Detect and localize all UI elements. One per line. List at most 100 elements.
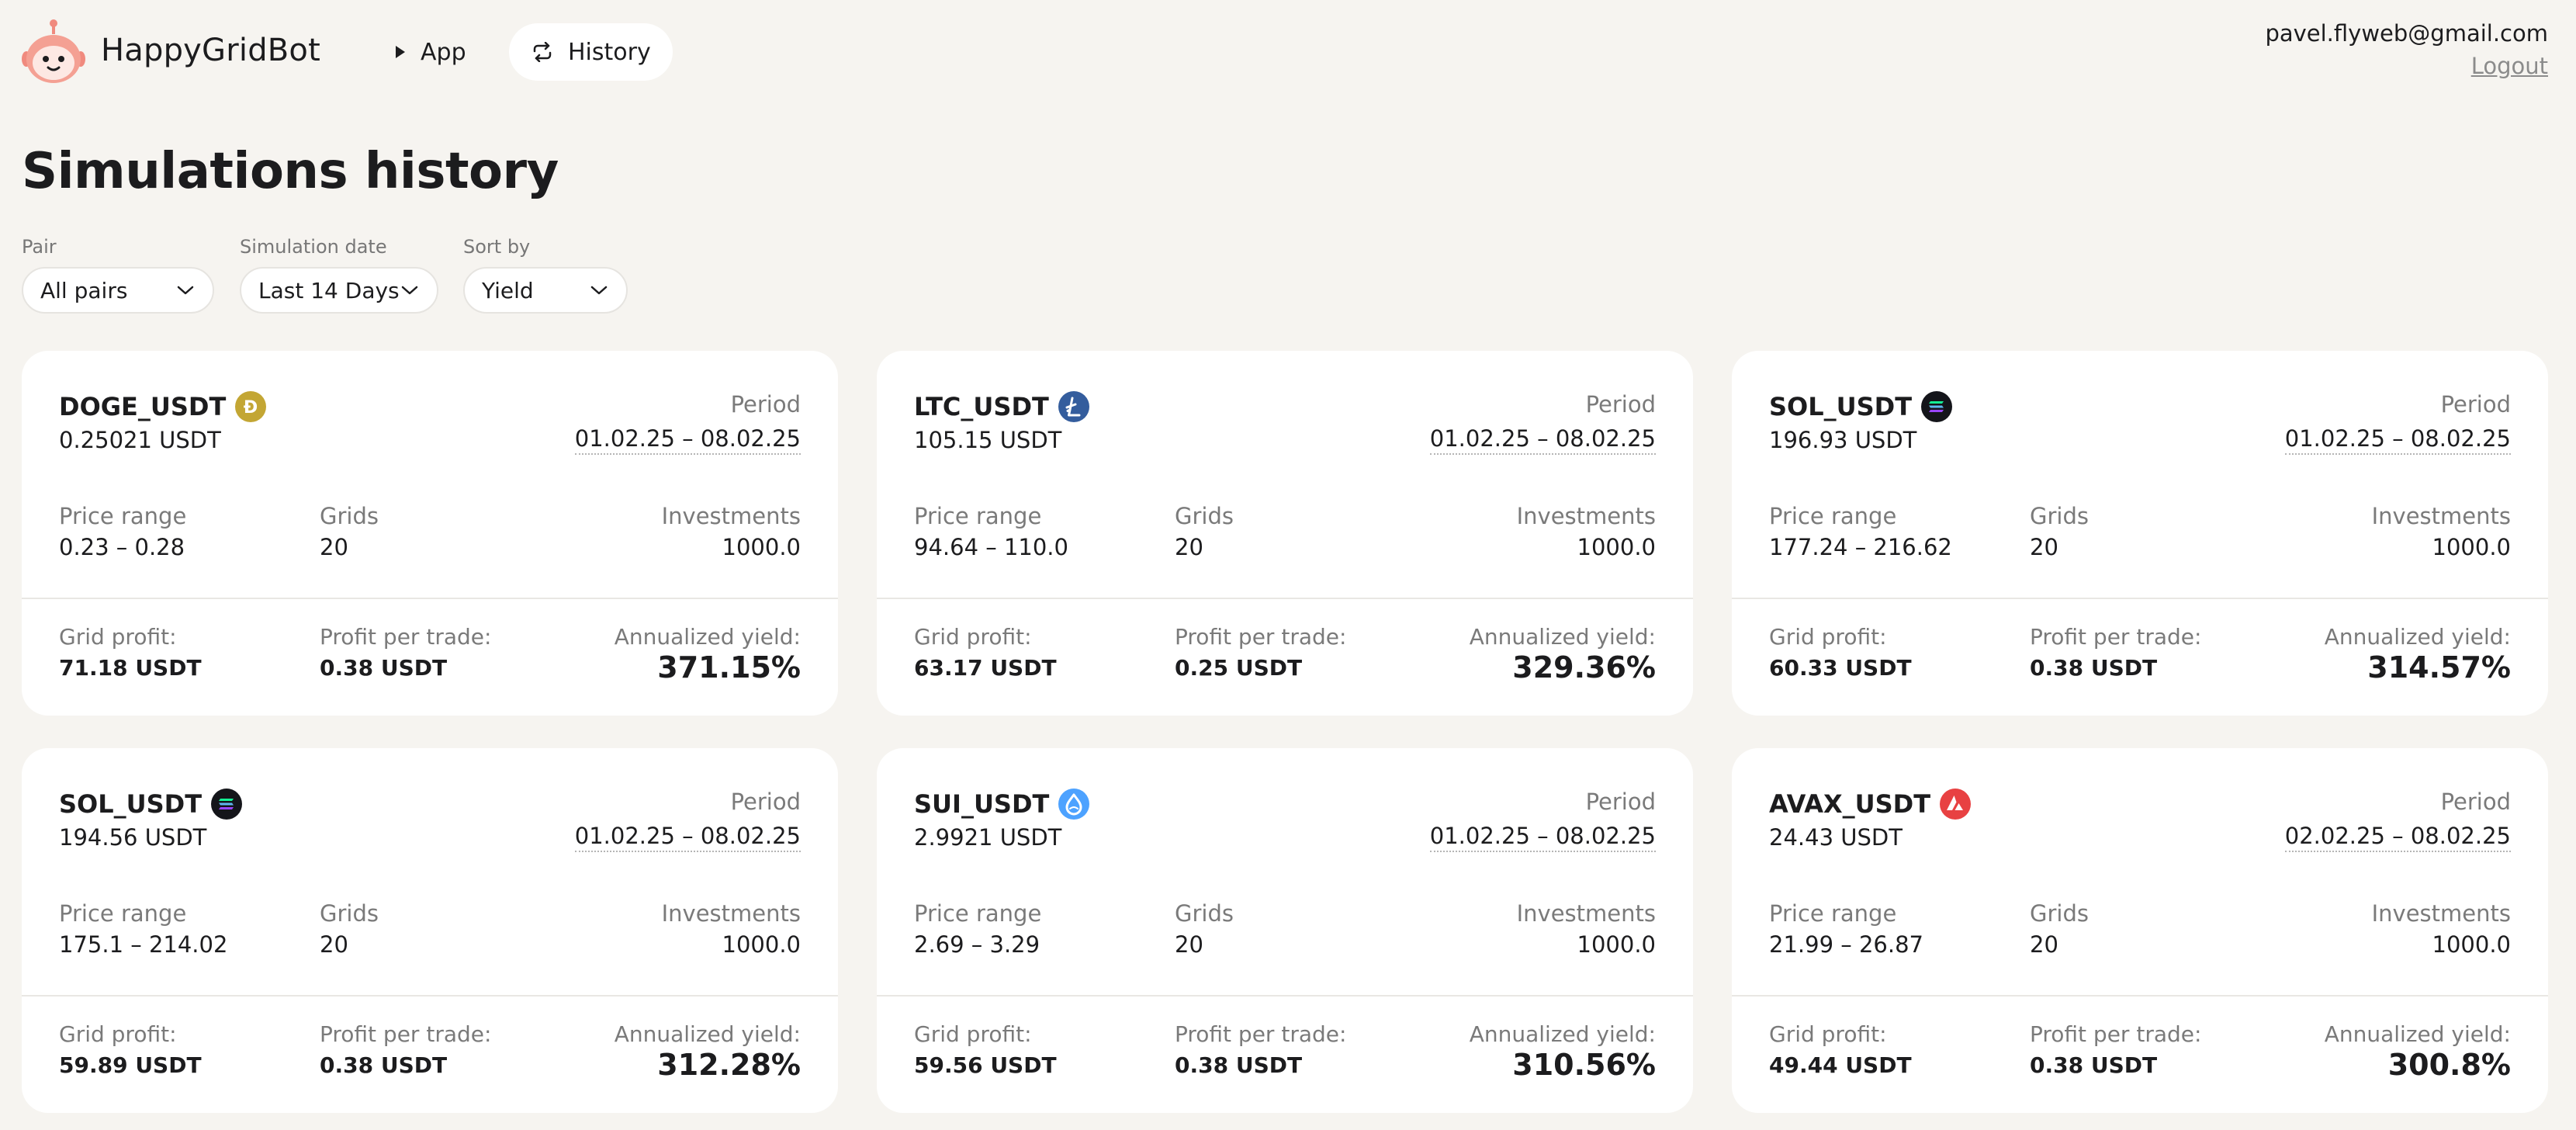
- pair-price: 0.25021 USDT: [59, 427, 221, 453]
- pair-price: 24.43 USDT: [1769, 824, 1903, 851]
- annualized-yield-value: 329.36%: [1512, 650, 1656, 685]
- price-range-value: 0.23 – 0.28: [59, 534, 185, 560]
- simulation-card[interactable]: AVAX_USDT 24.43 USDT Period 02.02.25 – 0…: [1732, 748, 2548, 1113]
- simulation-card[interactable]: SOL_USDT 196.93 USDT Period 01.02.25 – 0…: [1732, 351, 2548, 716]
- grid-profit-value: 71.18 USDT: [59, 655, 202, 681]
- avalanche-icon: [1940, 789, 1972, 820]
- annualized-yield-value: 300.8%: [2387, 1048, 2511, 1082]
- pair-price: 196.93 USDT: [1769, 427, 1917, 453]
- period-value[interactable]: 02.02.25 – 08.02.25: [2284, 823, 2511, 852]
- pair-name: SUI_USDT: [914, 789, 1050, 819]
- robot-logo-icon[interactable]: [20, 19, 87, 85]
- pair-price: 194.56 USDT: [59, 824, 207, 851]
- grid-profit-label: Grid profit:: [1769, 1021, 1887, 1047]
- pair-price: 105.15 USDT: [914, 427, 1062, 453]
- period-label: Period: [2440, 391, 2511, 418]
- sort-filter: Sort by Yield: [463, 236, 628, 314]
- grid-profit-value: 63.17 USDT: [914, 655, 1057, 681]
- pair-name: SOL_USDT: [1769, 392, 1913, 421]
- investments-value: 1000.0: [1577, 931, 1656, 958]
- price-range-label: Price range: [59, 900, 187, 927]
- annualized-yield-value: 310.56%: [1512, 1048, 1656, 1082]
- annualized-yield-label: Annualized yield:: [614, 1021, 801, 1047]
- pair-row: SOL_USDT: [1769, 391, 1953, 422]
- solana-icon: [211, 789, 243, 820]
- grids-value: 20: [1175, 534, 1203, 560]
- grid-profit-value: 59.89 USDT: [59, 1052, 202, 1078]
- simulation-card[interactable]: SUI_USDT 2.9921 USDT Period 01.02.25 – 0…: [877, 748, 1693, 1113]
- doge-icon: Ð: [235, 391, 267, 422]
- profit-per-trade-value: 0.25 USDT: [1175, 655, 1303, 681]
- annualized-yield-label: Annualized yield:: [1469, 624, 1656, 650]
- period-value[interactable]: 01.02.25 – 08.02.25: [1429, 823, 1656, 852]
- profit-per-trade-value: 0.38 USDT: [320, 655, 448, 681]
- profit-per-trade-label: Profit per trade:: [1175, 624, 1347, 650]
- litecoin-icon: [1058, 391, 1089, 422]
- profit-per-trade-label: Profit per trade:: [2030, 624, 2202, 650]
- grids-label: Grids: [2030, 900, 2089, 927]
- pair-name: DOGE_USDT: [59, 392, 227, 421]
- sui-icon: [1058, 789, 1090, 820]
- investments-label: Investments: [1516, 900, 1656, 927]
- simulation-card[interactable]: LTC_USDT 105.15 USDT Period 01.02.25 – 0…: [877, 351, 1693, 716]
- period-label: Period: [730, 391, 801, 418]
- pair-name: AVAX_USDT: [1769, 789, 1931, 819]
- period-value[interactable]: 01.02.25 – 08.02.25: [2284, 425, 2511, 455]
- nav-history-button[interactable]: History: [509, 23, 673, 81]
- pair-select[interactable]: All pairs: [22, 267, 214, 314]
- profit-per-trade-label: Profit per trade:: [320, 1021, 492, 1047]
- period-label: Period: [1585, 789, 1656, 815]
- pair-row: LTC_USDT: [914, 391, 1089, 422]
- investments-label: Investments: [1516, 503, 1656, 529]
- grid-profit-value: 60.33 USDT: [1769, 655, 1912, 681]
- play-icon: [396, 46, 405, 58]
- user-email: pavel.flyweb@gmail.com: [2265, 20, 2548, 47]
- pair-row: DOGE_USDT Ð: [59, 391, 267, 422]
- grid-profit-label: Grid profit:: [1769, 624, 1887, 650]
- pair-row: SUI_USDT: [914, 789, 1090, 820]
- grids-label: Grids: [1175, 503, 1234, 529]
- annualized-yield-label: Annualized yield:: [1469, 1021, 1656, 1047]
- top-header: HappyGridBot App History pavel.flyweb@gm…: [0, 0, 2576, 106]
- refresh-icon: [533, 42, 552, 62]
- grid-profit-label: Grid profit:: [59, 1021, 177, 1047]
- price-range-label: Price range: [1769, 900, 1897, 927]
- date-select[interactable]: Last 14 Days: [240, 267, 438, 314]
- grids-label: Grids: [2030, 503, 2089, 529]
- nav-app-button[interactable]: App: [380, 23, 480, 81]
- card-divider: [877, 995, 1693, 997]
- pair-name: LTC_USDT: [914, 392, 1049, 421]
- simulation-card[interactable]: SOL_USDT 194.56 USDT Period 01.02.25 – 0…: [22, 748, 838, 1113]
- pair-filter-label: Pair: [22, 236, 57, 258]
- price-range-value: 175.1 – 214.02: [59, 931, 228, 958]
- price-range-label: Price range: [914, 503, 1042, 529]
- pair-row: SOL_USDT: [59, 789, 243, 820]
- date-filter: Simulation date Last 14 Days: [240, 236, 438, 314]
- card-divider: [22, 598, 838, 599]
- grid-profit-value: 59.56 USDT: [914, 1052, 1057, 1078]
- pair-filter: Pair All pairs: [22, 236, 214, 314]
- card-divider: [1732, 995, 2548, 997]
- grid-profit-label: Grid profit:: [914, 624, 1032, 650]
- period-value[interactable]: 01.02.25 – 08.02.25: [574, 425, 801, 455]
- solana-icon: [1921, 391, 1953, 422]
- brand-name[interactable]: HappyGridBot: [101, 33, 320, 68]
- investments-value: 1000.0: [2432, 534, 2511, 560]
- profit-per-trade-label: Profit per trade:: [1175, 1021, 1347, 1047]
- profit-per-trade-value: 0.38 USDT: [2030, 655, 2158, 681]
- grids-value: 20: [1175, 931, 1203, 958]
- svg-text:Ð: Ð: [244, 398, 258, 418]
- pair-price: 2.9921 USDT: [914, 824, 1062, 851]
- price-range-value: 2.69 – 3.29: [914, 931, 1040, 958]
- profit-per-trade-label: Profit per trade:: [2030, 1021, 2202, 1047]
- investments-label: Investments: [2371, 900, 2511, 927]
- logout-link[interactable]: Logout: [2470, 53, 2548, 79]
- investments-value: 1000.0: [722, 931, 801, 958]
- simulation-card[interactable]: DOGE_USDT Ð 0.25021 USDT Period 01.02.25…: [22, 351, 838, 716]
- sort-select[interactable]: Yield: [463, 267, 628, 314]
- period-value[interactable]: 01.02.25 – 08.02.25: [574, 823, 801, 852]
- annualized-yield-label: Annualized yield:: [2324, 1021, 2511, 1047]
- pair-select-value: All pairs: [40, 277, 128, 303]
- period-value[interactable]: 01.02.25 – 08.02.25: [1429, 425, 1656, 455]
- profit-per-trade-value: 0.38 USDT: [320, 1052, 448, 1078]
